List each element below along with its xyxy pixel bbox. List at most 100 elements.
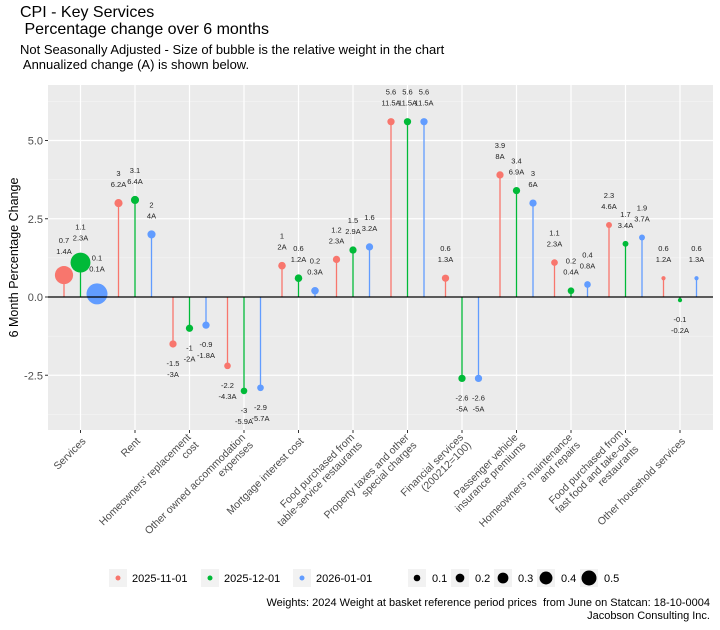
y-axis-title: 6 Month Percentage Change	[7, 178, 21, 338]
data-point	[387, 118, 395, 126]
data-label-value: 0.6	[440, 244, 450, 253]
data-label-annualized: -5A	[456, 404, 468, 413]
data-point	[185, 324, 194, 332]
data-label-value: 5.6	[419, 88, 429, 97]
data-point	[311, 286, 319, 295]
legend-color-dot	[299, 575, 305, 581]
data-point	[365, 243, 374, 251]
data-label-annualized: 6.9A	[509, 168, 524, 177]
data-point	[441, 274, 450, 282]
data-point	[349, 246, 357, 254]
x-tick-label-line: Homeowners' replacement	[97, 432, 194, 529]
data-label-annualized: 0.4A	[563, 268, 578, 277]
legend-size-label: 0.5	[604, 573, 619, 585]
data-point	[474, 374, 483, 383]
data-point	[70, 252, 91, 273]
data-label-value: -1	[186, 343, 193, 352]
data-point	[512, 186, 521, 195]
title-line-1: CPI - Key Services	[20, 4, 155, 21]
data-label-annualized: -4.3A	[219, 392, 237, 401]
legend-size-dot	[413, 574, 421, 582]
data-label-value: 5.6	[402, 88, 412, 97]
legend-color-dot	[207, 575, 213, 581]
data-point	[86, 283, 108, 305]
data-label-value: 3	[531, 169, 535, 178]
x-tick-label: Homeowners' replacementcost	[97, 432, 201, 536]
data-point	[240, 387, 248, 395]
data-label-annualized: 2A	[277, 243, 286, 252]
subtitle-line-2: Annualized change (A) is shown below.	[20, 57, 250, 72]
data-label-value: 0.2	[310, 257, 320, 266]
chart-title: CPI - Key Services Percentage change ove…	[20, 4, 269, 38]
data-label-annualized: 11.5A	[381, 99, 400, 108]
data-label-annualized: 2.3A	[329, 236, 344, 245]
data-point	[332, 255, 341, 264]
data-label-value: 1.2	[331, 225, 341, 234]
x-tick-label-line: Services	[51, 435, 88, 472]
data-label-value: 0.4	[582, 250, 592, 259]
data-label-value: -2.6	[456, 393, 469, 402]
data-label-value: 5.6	[386, 88, 396, 97]
data-point	[606, 222, 612, 228]
data-point	[694, 276, 699, 281]
y-tick-label: 2.5	[28, 214, 43, 226]
data-label-annualized: 0.8A	[580, 261, 595, 270]
data-label-value: -0.1	[674, 315, 687, 324]
plot-panel	[48, 85, 713, 430]
data-label-annualized: -5A	[473, 404, 485, 413]
data-label-annualized: 0.3A	[307, 268, 322, 277]
data-label-value: 0.2	[566, 257, 576, 266]
data-label-annualized: 3.2A	[362, 224, 377, 233]
data-label-value: -1.5	[167, 359, 180, 368]
x-tick-label: Services	[51, 435, 88, 472]
caption-line-2: Jacobson Consulting Inc.	[587, 610, 710, 622]
data-point	[202, 321, 210, 329]
data-label-annualized: 4A	[147, 211, 156, 220]
data-label-annualized: 3.4A	[618, 221, 633, 230]
data-label-value: -2.6	[472, 393, 485, 402]
data-label-value: -2.9	[254, 403, 267, 412]
data-label-annualized: 3.7A	[634, 215, 649, 224]
data-label-value: 3.1	[130, 166, 140, 175]
data-label-value: 0.7	[59, 236, 69, 245]
y-tick-label: -2.5	[24, 370, 43, 382]
subtitle-line-1: Not Seasonally Adjusted - Size of bubble…	[20, 42, 445, 57]
chart-caption: Weights: 2024 Weight at basket reference…	[266, 597, 710, 623]
legend-size-dot	[581, 570, 597, 586]
data-label-value: 1	[280, 232, 284, 241]
data-label-annualized: 4.6A	[601, 202, 616, 211]
data-point	[403, 118, 412, 126]
data-label-annualized: 2.3A	[73, 234, 88, 243]
data-point	[458, 374, 466, 383]
legend-size-label: 0.1	[432, 573, 447, 585]
data-label-value: 1.1	[549, 229, 559, 238]
data-label-annualized: 6.2A	[111, 180, 126, 189]
data-point	[169, 340, 177, 348]
data-label-annualized: 11.5A	[398, 99, 417, 108]
data-label-value: -3	[241, 406, 248, 415]
data-label-annualized: 6.4A	[127, 177, 142, 186]
data-label-value: 0.6	[658, 244, 668, 253]
data-label-value: 3	[116, 169, 120, 178]
legend-label: 2026-01-01	[316, 573, 372, 585]
data-label-value: 2.3	[604, 191, 614, 200]
legend-size-label: 0.4	[561, 573, 576, 585]
data-label-value: 1.9	[637, 204, 647, 213]
data-point	[147, 230, 156, 239]
data-point	[639, 234, 645, 241]
data-point	[496, 171, 504, 179]
data-point	[257, 384, 264, 392]
data-point	[224, 362, 231, 370]
data-label-annualized: 1.3A	[689, 255, 704, 264]
data-label-value: 1.5	[348, 216, 358, 225]
legend-size-label: 0.2	[475, 573, 490, 585]
data-label-annualized: 1.3A	[438, 255, 453, 264]
data-label-value: 3.9	[495, 141, 505, 150]
data-label-annualized: 1.4A	[56, 247, 71, 256]
data-point	[622, 240, 629, 247]
data-label-annualized: -2A	[184, 354, 196, 363]
data-point	[114, 199, 123, 208]
data-label-annualized: 2.9A	[345, 227, 360, 236]
data-point	[661, 276, 666, 281]
